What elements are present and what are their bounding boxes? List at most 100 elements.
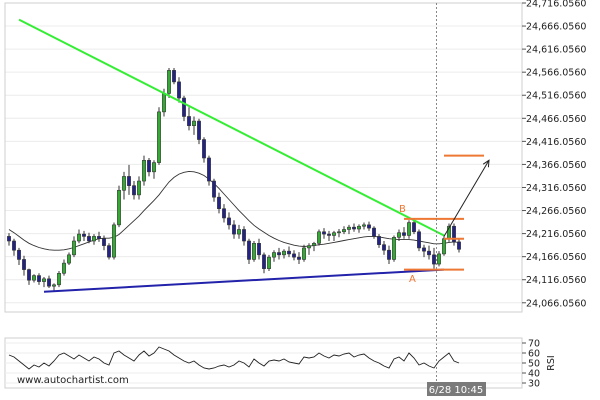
candle-body [47,278,51,287]
candle [47,275,51,289]
candle [117,185,121,228]
candle [397,229,401,242]
candle-body [402,232,406,236]
candle [27,268,31,285]
candle-body [367,224,371,229]
time-label: 6/28 10:45 [429,385,483,396]
candle-body [137,180,141,196]
candle-body [377,236,381,245]
candle [347,224,351,235]
candle [327,230,331,242]
candle [247,238,251,265]
candle [142,155,146,186]
candle-body [292,253,296,258]
candle-body [202,139,206,159]
rsi-axis-title: RSI [546,355,557,370]
candle [82,230,86,242]
candle-body [372,227,376,237]
candle [407,220,411,239]
candle-body [142,159,146,182]
candle-body [432,254,436,265]
candle [127,164,131,195]
candle-body [422,247,426,252]
candle-body [167,70,171,94]
price-tick-label: 24,116.0560 [526,275,586,286]
candle-body [7,236,11,242]
candle [102,235,106,251]
pattern-point-label: A [409,274,416,285]
candle-body [282,250,286,256]
time-label-box: 6/28 10:45 [427,382,486,396]
candle-body [217,196,221,210]
candle-body [102,238,106,246]
watermark: www.autochartist.com [17,375,129,386]
candle [332,230,336,242]
support-trendline [43,268,445,293]
candle-body [172,70,176,83]
candle-body [342,229,346,233]
candle-body [242,229,246,242]
candle-body [257,243,261,256]
candle [62,259,66,276]
candle [257,238,261,260]
candle [232,220,236,239]
candle [432,247,436,269]
candle [312,241,316,252]
candle [7,233,11,246]
forecast-arrow-shaft [443,160,490,237]
candle [182,95,186,122]
price-panel-border [4,2,523,313]
candle-body [207,157,211,182]
candle-body [27,269,31,281]
candle [92,234,96,245]
price-tick-label: 24,166.0560 [526,252,586,263]
time-label-bg [427,382,486,396]
candle [17,247,21,265]
candle-body [147,159,151,173]
candle-body [267,256,271,269]
candle-body [442,238,446,255]
rsi-line [8,346,460,370]
candle-body [37,275,41,282]
candle-body [382,244,386,251]
candle [337,229,341,238]
moving-average [8,170,460,251]
candle [372,226,376,239]
candle [387,245,391,265]
candle-body [277,252,281,256]
candle-body [457,241,461,250]
triangle-pattern: BA [18,3,490,388]
candle [57,270,61,288]
candle-body [187,116,191,127]
price-tick-label: 24,616.0560 [526,45,586,56]
rsi-tick-label: 30 [528,379,540,390]
candle-body [162,93,166,113]
price-tick-label: 24,666.0560 [526,22,586,33]
candle-body [127,176,131,186]
price-tick-label: 24,216.0560 [526,229,586,240]
candle [157,107,161,165]
candle [22,255,26,276]
price-tick-label: 24,416.0560 [526,137,586,148]
candle [177,77,181,103]
candle-body [302,247,306,260]
candle [207,155,211,186]
resistance-trendline [18,18,445,237]
candle [417,229,421,252]
candle [67,252,71,265]
candle-body [182,97,186,117]
candle [12,238,16,256]
candle [252,241,256,262]
candle [112,222,116,260]
candle [362,222,366,230]
candle-body [132,185,136,196]
candle [77,229,81,244]
candle [412,218,416,235]
candle-body [427,250,431,256]
candle [452,223,456,246]
candle [217,192,221,214]
candle [357,224,361,233]
candle-body [332,232,336,236]
candle [72,236,76,258]
